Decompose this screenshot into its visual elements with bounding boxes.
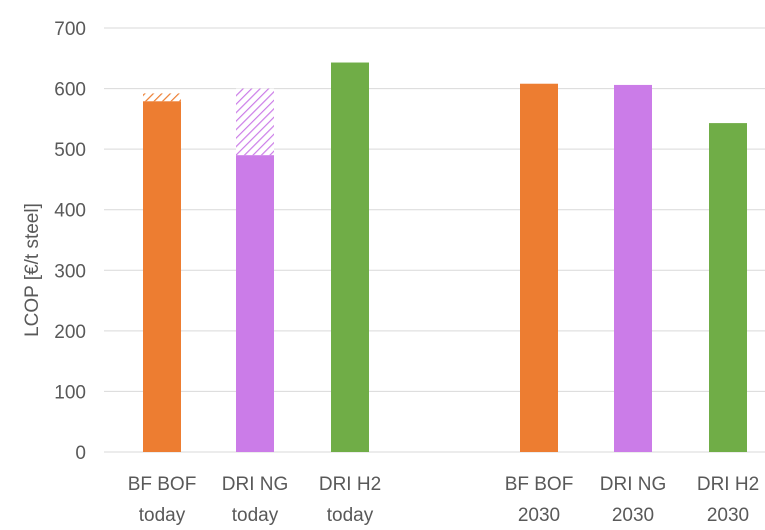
category-label-line1: DRI NG: [600, 474, 667, 495]
y-tick-label: 600: [54, 80, 86, 101]
category-label-line2: 2030: [612, 505, 654, 526]
category-label-line2: 2030: [518, 505, 560, 526]
y-tick-label: 0: [75, 443, 86, 464]
x-axis-labels: BF BOF today DRI NG today DRI H2 today BF BOF 2…: [128, 474, 759, 526]
category-label-line1: DRI H2: [697, 474, 759, 495]
bar: [143, 101, 181, 452]
category-label-line1: DRI H2: [319, 474, 381, 495]
bar: [331, 62, 369, 452]
gridlines: [104, 27, 765, 453]
bar: [614, 84, 652, 453]
y-axis-title: LCOP [€/t steel]: [22, 203, 43, 337]
y-tick-label: 100: [54, 382, 86, 403]
bar-hatched-range: [236, 88, 274, 156]
y-tick-label: 500: [54, 140, 86, 161]
category-label-line2: today: [139, 505, 186, 526]
y-axis-ticks: 0 100 200 300 400 500 600 700: [54, 19, 86, 464]
bar: [520, 83, 558, 453]
y-tick-label: 400: [54, 201, 86, 222]
y-tick-label: 300: [54, 261, 86, 282]
category-label-line2: today: [232, 505, 279, 526]
category-label-line2: 2030: [707, 505, 749, 526]
bar: [236, 155, 274, 452]
bar-hatched-range: [143, 93, 181, 102]
bar: [709, 123, 747, 453]
category-label-line1: BF BOF: [128, 474, 197, 495]
y-tick-label: 700: [54, 19, 86, 40]
y-tick-label: 200: [54, 322, 86, 343]
category-label-line1: BF BOF: [505, 474, 574, 495]
category-label-line2: today: [327, 505, 374, 526]
bars: [143, 62, 747, 453]
category-label-line1: DRI NG: [222, 474, 289, 495]
